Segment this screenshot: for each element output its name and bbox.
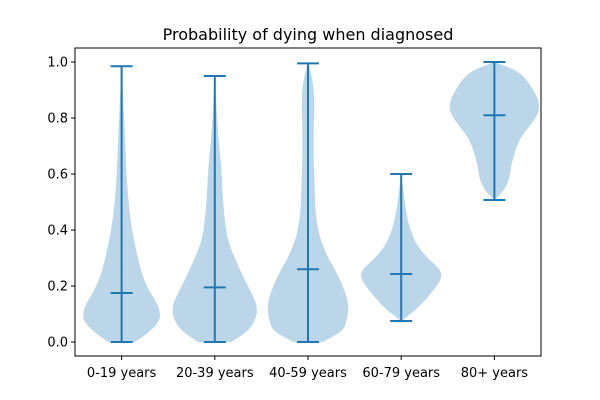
chart-title: Probability of dying when diagnosed bbox=[163, 25, 454, 44]
x-axis: 0-19 years 20-39 years 40-59 years 60-79 ye… bbox=[87, 356, 528, 381]
y-tick-label: 0.6 bbox=[47, 168, 68, 183]
y-tick-label: 0.4 bbox=[47, 224, 68, 239]
y-tick-label: 1.0 bbox=[47, 56, 68, 71]
y-tick-label: 0.2 bbox=[47, 280, 68, 295]
y-axis: 0.0 0.2 0.4 0.6 0.8 1.0 bbox=[47, 56, 75, 351]
x-tick-label: 80+ years bbox=[461, 366, 529, 381]
x-tick-label: 0-19 years bbox=[87, 366, 157, 381]
x-tick-label: 60-79 years bbox=[362, 366, 440, 381]
y-tick-label: 0.0 bbox=[47, 336, 68, 351]
x-tick-label: 40-59 years bbox=[269, 366, 347, 381]
violins-layer bbox=[83, 61, 539, 343]
x-tick-label: 20-39 years bbox=[176, 366, 254, 381]
y-tick-label: 0.8 bbox=[47, 112, 68, 127]
